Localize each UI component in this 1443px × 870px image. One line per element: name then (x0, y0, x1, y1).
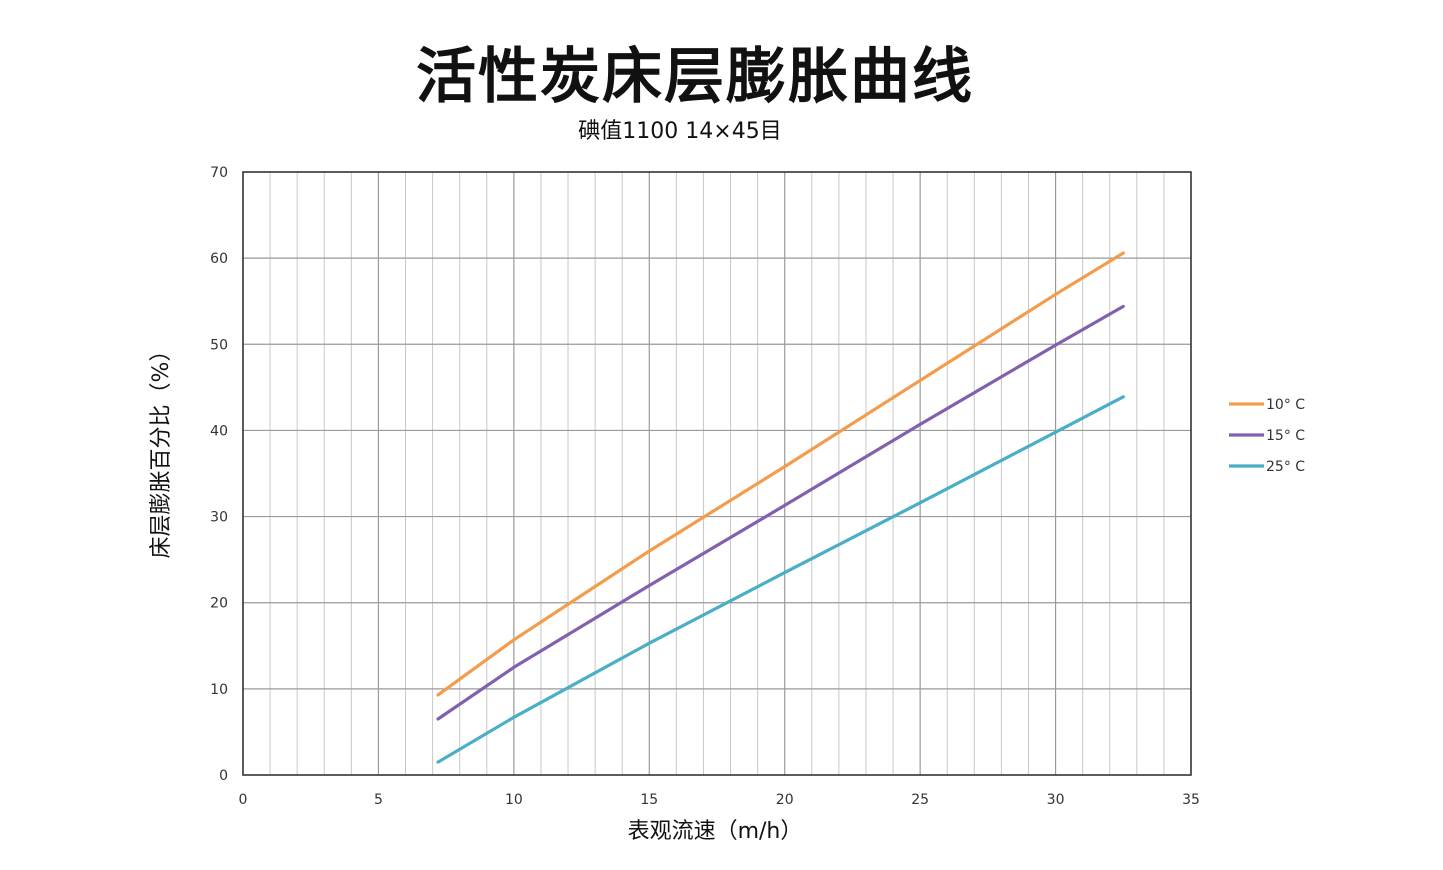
y-tick-label: 10 (210, 682, 228, 698)
y-tick-label: 0 (219, 768, 228, 784)
y-tick-label: 70 (210, 165, 228, 181)
legend-label: 10° C (1266, 397, 1305, 413)
y-axis-ticks: 0 10 20 30 40 50 60 70 (210, 165, 228, 784)
x-tick-label: 0 (239, 792, 248, 808)
x-tick-label: 5 (374, 792, 383, 808)
chart-title: 活性炭床层膨胀曲线 (416, 42, 974, 112)
y-axis-title: 床层膨胀百分比（%） (149, 340, 174, 559)
series-line (436, 251, 1125, 697)
chart-subtitle: 碘值1100 14×45目 (578, 119, 782, 144)
minor-gridlines (269, 172, 1165, 775)
series-lines (436, 251, 1125, 764)
x-tick-label: 10 (505, 792, 523, 808)
x-tick-label: 20 (776, 792, 794, 808)
y-tick-label: 60 (210, 251, 228, 267)
legend-label: 25° C (1266, 459, 1305, 475)
x-tick-label: 35 (1182, 792, 1200, 808)
x-axis-ticks: 0 5 10 15 20 25 30 35 (239, 792, 1200, 808)
y-tick-label: 30 (210, 510, 228, 526)
y-tick-label: 40 (210, 423, 228, 439)
y-tick-label: 20 (210, 596, 228, 612)
series-line (436, 395, 1125, 764)
plot-area-frame (242, 171, 1192, 776)
x-tick-label: 15 (640, 792, 658, 808)
legend: 10° C 15° C 25° C (1229, 397, 1305, 475)
x-tick-label: 30 (1047, 792, 1065, 808)
major-gridlines (243, 172, 1191, 775)
legend-label: 15° C (1266, 428, 1305, 444)
y-tick-label: 50 (210, 337, 228, 353)
x-axis-title: 表观流速（m/h） (628, 819, 803, 844)
x-tick-label: 25 (911, 792, 929, 808)
series-line (436, 304, 1125, 721)
